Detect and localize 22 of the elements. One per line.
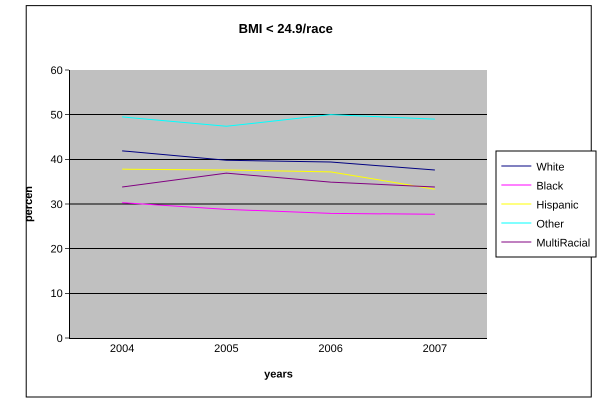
legend-label: Black — [536, 180, 564, 192]
legend-label: Hispanic — [536, 199, 580, 212]
x-tick-label: 2005 — [214, 343, 239, 356]
y-tick-label: 60 — [50, 64, 63, 77]
y-tick-label: 20 — [50, 244, 63, 256]
line-series — [122, 150, 436, 171]
y-tick-label: 0 — [56, 332, 63, 345]
x-tick-label: 2004 — [110, 343, 134, 356]
legend-label: Other — [536, 218, 564, 230]
y-tick-label: 30 — [50, 198, 63, 211]
y-tick-label: 10 — [50, 288, 63, 300]
line-series — [122, 114, 436, 127]
line-series — [122, 202, 436, 215]
x-tick-label: 2007 — [422, 343, 448, 356]
x-axis-title: years — [264, 368, 293, 380]
legend-label: MultiRacial — [536, 237, 590, 250]
chart-title: BMI < 24.9/race — [238, 21, 333, 36]
y-tick-label: 40 — [50, 154, 63, 166]
x-tick-label: 2006 — [318, 343, 343, 356]
line-series — [122, 168, 436, 190]
y-tick-label: 50 — [50, 110, 63, 122]
legend-label: White — [536, 161, 564, 174]
